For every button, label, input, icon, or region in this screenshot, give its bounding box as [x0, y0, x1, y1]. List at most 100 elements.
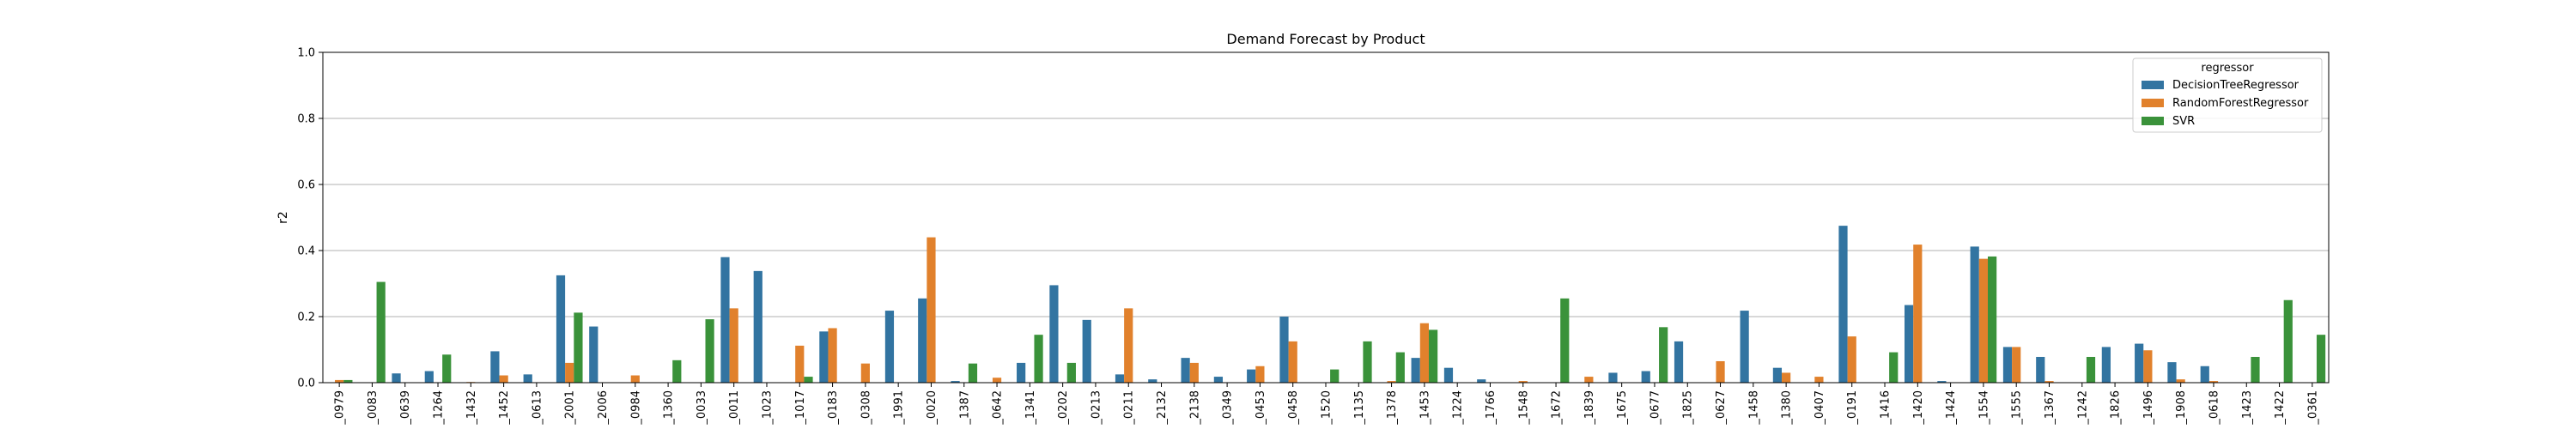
- bar: [2208, 381, 2219, 383]
- bar: [1049, 285, 1059, 383]
- x-tick-label: _1387: [958, 390, 971, 426]
- bar: [1330, 369, 1340, 383]
- x-tick-label: _1555: [2011, 390, 2024, 426]
- x-tick-label: _1424: [1945, 390, 1958, 426]
- x-tick-label: _1242: [2076, 390, 2089, 426]
- x-tick-label: _1380: [1781, 390, 1794, 426]
- bar: [1518, 381, 1528, 383]
- x-tick-label: _0202: [1057, 390, 1070, 426]
- legend-box: [2132, 57, 2323, 133]
- bar: [1970, 246, 1979, 383]
- x-tick-label: _0083: [367, 390, 380, 426]
- bar: [343, 379, 353, 383]
- bars: [335, 226, 2326, 383]
- legend-label: SVR: [2172, 115, 2195, 128]
- x-tick-label: _1432: [465, 390, 478, 426]
- x-tick-label: _0627: [1715, 390, 1728, 426]
- x-tick-label: _1423: [2241, 390, 2254, 426]
- bar: [1124, 308, 1133, 383]
- x-tick-label: _1367: [2044, 390, 2057, 426]
- x-tick-label: _1420: [1912, 390, 1925, 426]
- chart-title: Demand Forecast by Product: [1226, 31, 1425, 47]
- x-tick-label: _1548: [1517, 390, 1530, 426]
- bar: [1913, 245, 1923, 383]
- bar: [720, 257, 730, 383]
- bar: [589, 326, 598, 383]
- bar: [1716, 360, 1725, 383]
- x-tick-label: _0033: [696, 390, 708, 426]
- x-tick-label: _0361: [2306, 390, 2319, 426]
- x-tick-label: _2132: [1156, 390, 1169, 426]
- bar: [2167, 362, 2177, 383]
- bar: [1641, 371, 1650, 383]
- bar: [2283, 299, 2293, 383]
- x-tick-label: _1825: [1682, 390, 1695, 426]
- x-tick-label: _0349: [1222, 390, 1235, 426]
- bar: [1411, 358, 1420, 383]
- x-tick-label: _0020: [926, 390, 939, 426]
- y-tick-label: 1.0: [297, 47, 315, 60]
- y-tick-label: 0.6: [297, 179, 315, 192]
- bar: [442, 354, 452, 383]
- x-tick-label: _1135: [1353, 390, 1366, 426]
- x-tick-label: _1496: [2142, 390, 2155, 426]
- legend-swatch: [2142, 99, 2164, 107]
- bar: [968, 363, 978, 383]
- bar: [992, 378, 1002, 383]
- x-tick-label: _1554: [1978, 390, 1990, 426]
- bar: [1904, 305, 1914, 383]
- bar: [1838, 226, 1848, 383]
- grid-lines: [323, 51, 2329, 384]
- y-tick-label: 0.0: [297, 378, 315, 390]
- bar: [1477, 379, 1486, 383]
- x-tick-label: _0642: [992, 390, 1005, 426]
- y-tick-label: 0.4: [297, 245, 315, 258]
- x-tick-label: _0618: [2208, 390, 2221, 426]
- bar: [1443, 367, 1454, 383]
- bar: [1988, 256, 1997, 383]
- bar: [860, 363, 870, 383]
- x-tick-label: _0407: [1814, 390, 1826, 426]
- legend-swatch: [2142, 117, 2164, 125]
- bar: [1213, 377, 1224, 383]
- bar: [1181, 358, 1190, 383]
- bar: [1740, 311, 1749, 383]
- y-axis-label: r2: [276, 211, 290, 224]
- bar: [2101, 347, 2111, 383]
- bar: [335, 379, 344, 383]
- x-tick-label: _1360: [663, 390, 676, 426]
- bar: [574, 312, 583, 383]
- x-tick-label: _0011: [728, 390, 741, 426]
- plot-frame: [322, 51, 2330, 384]
- bar: [2176, 379, 2185, 383]
- y-axis: 0.0 0.2 0.4 0.6 0.8 1.0: [297, 47, 323, 390]
- x-tick-label: _1452: [498, 390, 511, 426]
- bar: [565, 362, 574, 383]
- bar: [795, 345, 805, 383]
- bar: [951, 381, 960, 383]
- x-tick-label: _0639: [399, 390, 412, 426]
- x-tick-label: _1766: [1485, 390, 1498, 426]
- bar: [2012, 347, 2021, 383]
- x-tick-label: _0613: [531, 390, 544, 426]
- bar: [1978, 258, 1989, 383]
- bar: [1772, 367, 1783, 383]
- bar: [2044, 381, 2054, 383]
- x-tick-label: _2001: [564, 390, 577, 426]
- x-tick-label: _2006: [597, 390, 610, 426]
- legend-label: RandomForestRegressor: [2172, 97, 2309, 110]
- bar: [499, 375, 508, 383]
- bar: [556, 275, 566, 383]
- bar: [828, 328, 837, 383]
- x-tick-label: _1422: [2274, 390, 2287, 426]
- bar: [1387, 381, 1396, 383]
- x-tick-label: _0183: [827, 390, 840, 426]
- bar: [1782, 372, 1791, 383]
- bar: [1608, 372, 1618, 383]
- bar: [1255, 366, 1265, 383]
- bar: [2200, 366, 2209, 383]
- bar: [490, 351, 500, 383]
- bar: [1674, 341, 1684, 383]
- x-tick-label: _0211: [1123, 390, 1136, 426]
- bar: [376, 281, 386, 383]
